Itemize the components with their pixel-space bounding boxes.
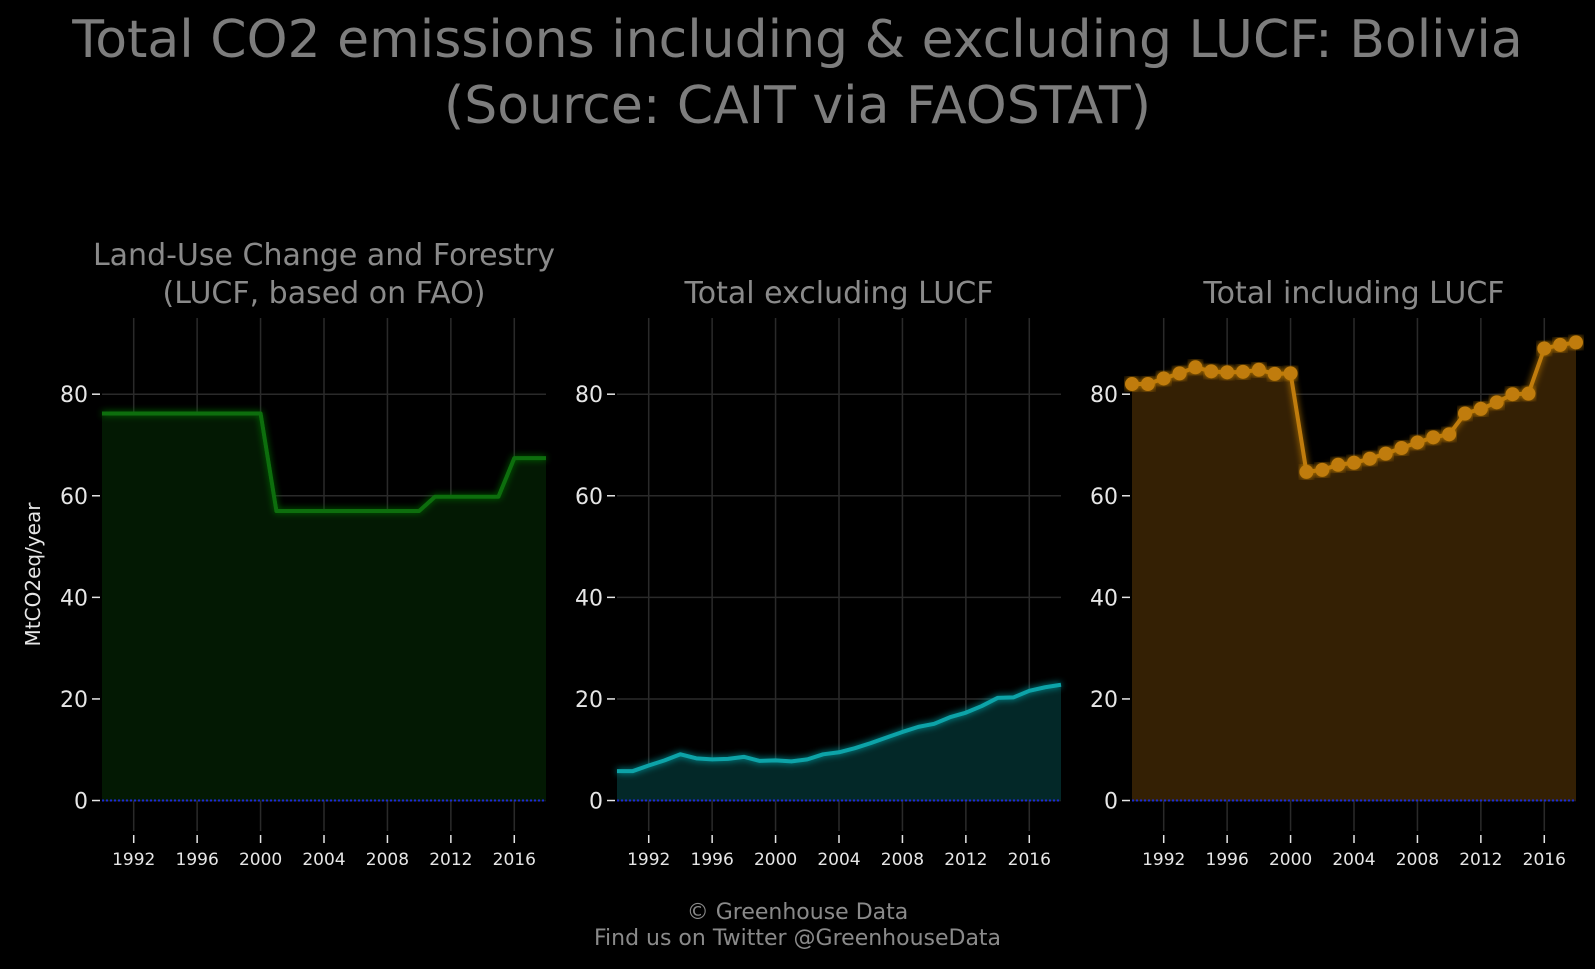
xtick-label: 2016 [1008, 850, 1051, 870]
data-point [1553, 337, 1568, 352]
data-point [1172, 366, 1187, 381]
xtick-label: 1992 [112, 850, 155, 870]
panel-title: Total including LUCF [1202, 276, 1504, 311]
xtick-label: 2016 [493, 850, 536, 870]
ytick-label: 80 [60, 383, 88, 408]
data-point [1426, 430, 1441, 445]
data-point [1537, 341, 1552, 356]
data-point [1156, 371, 1171, 386]
data-point [1267, 366, 1282, 381]
xtick-label: 2008 [881, 850, 924, 870]
ytick-label: 0 [589, 790, 603, 815]
data-point [1442, 427, 1457, 442]
data-point [1125, 377, 1139, 392]
ytick-label: 60 [575, 485, 603, 510]
xtick-label: 2008 [1396, 850, 1439, 870]
xtick-label: 2012 [1459, 850, 1502, 870]
data-point [1489, 395, 1504, 410]
ytick-label: 20 [575, 688, 603, 713]
series-area [102, 413, 546, 801]
xtick-label: 2016 [1523, 850, 1566, 870]
xtick-label: 2000 [754, 850, 797, 870]
xtick-label: 2008 [366, 850, 409, 870]
ytick-label: 60 [1090, 485, 1118, 510]
data-point [1521, 386, 1536, 401]
panel-1: 0 20 40 60 80 1992 1996 2000 2004 2008 2012 2016 Lan… [21, 238, 555, 870]
data-point [1220, 365, 1235, 380]
xtick-label: 1996 [176, 850, 219, 870]
data-point [1331, 457, 1346, 472]
xtick-label: 1992 [627, 850, 670, 870]
data-point [1458, 406, 1472, 421]
data-point [1362, 451, 1377, 466]
data-point [1378, 446, 1393, 461]
data-point [1299, 464, 1314, 479]
series-area [1132, 342, 1576, 801]
ytick-label: 20 [1090, 688, 1118, 713]
data-point [1505, 387, 1520, 402]
ytick-label: 40 [60, 586, 88, 611]
panel-3: 0 20 40 60 80 1992 1996 2000 2004 2008 2012 2016 Tot… [1090, 276, 1583, 870]
data-point [1394, 441, 1409, 456]
chart-title-line1: Total CO2 emissions including & excludin… [72, 10, 1523, 70]
data-point [1283, 366, 1298, 381]
series-area [617, 684, 1061, 801]
data-point [1347, 455, 1361, 470]
footer-twitter: Find us on Twitter @GreenhouseData [593, 926, 1002, 951]
data-point [1473, 401, 1488, 416]
data-point [1251, 362, 1266, 377]
chart-title-line2: (Source: CAIT via FAOSTAT) [443, 76, 1152, 136]
xtick-label: 2004 [302, 850, 345, 870]
ytick-label: 80 [1090, 383, 1118, 408]
xtick-label: 2012 [429, 850, 472, 870]
xtick-label: 2004 [817, 850, 860, 870]
ytick-label: 0 [74, 790, 88, 815]
footer-copyright: © Greenhouse Data [686, 900, 909, 925]
ytick-label: 80 [575, 383, 603, 408]
ytick-label: 40 [575, 586, 603, 611]
xtick-label: 2004 [1332, 850, 1375, 870]
data-point [1569, 335, 1583, 350]
panel-title: Total excluding LUCF [684, 276, 994, 311]
ytick-label: 0 [1104, 790, 1118, 815]
data-point [1188, 360, 1203, 375]
xtick-label: 2000 [1269, 850, 1312, 870]
xtick-label: 2000 [239, 850, 282, 870]
data-point [1236, 364, 1250, 379]
series-line [102, 411, 546, 514]
series-line [617, 682, 1062, 774]
xtick-label: 1996 [691, 850, 734, 870]
xtick-label: 1992 [1142, 850, 1185, 870]
y-axis-label: MtCO2eq/year [21, 502, 45, 647]
panel-title: (LUCF, based on FAO) [163, 276, 486, 311]
data-point [1204, 364, 1219, 379]
data-point [1410, 435, 1425, 450]
ytick-label: 20 [60, 688, 88, 713]
panel-title: Land-Use Change and Forestry [93, 238, 555, 273]
panel-2: 0 20 40 60 80 1992 1996 2000 2004 2008 2012 2016 Tot… [575, 276, 1062, 870]
ytick-label: 60 [60, 485, 88, 510]
ytick-label: 40 [1090, 586, 1118, 611]
data-point [1315, 462, 1330, 477]
xtick-label: 1996 [1206, 850, 1249, 870]
data-point [1140, 377, 1155, 392]
xtick-label: 2012 [944, 850, 987, 870]
